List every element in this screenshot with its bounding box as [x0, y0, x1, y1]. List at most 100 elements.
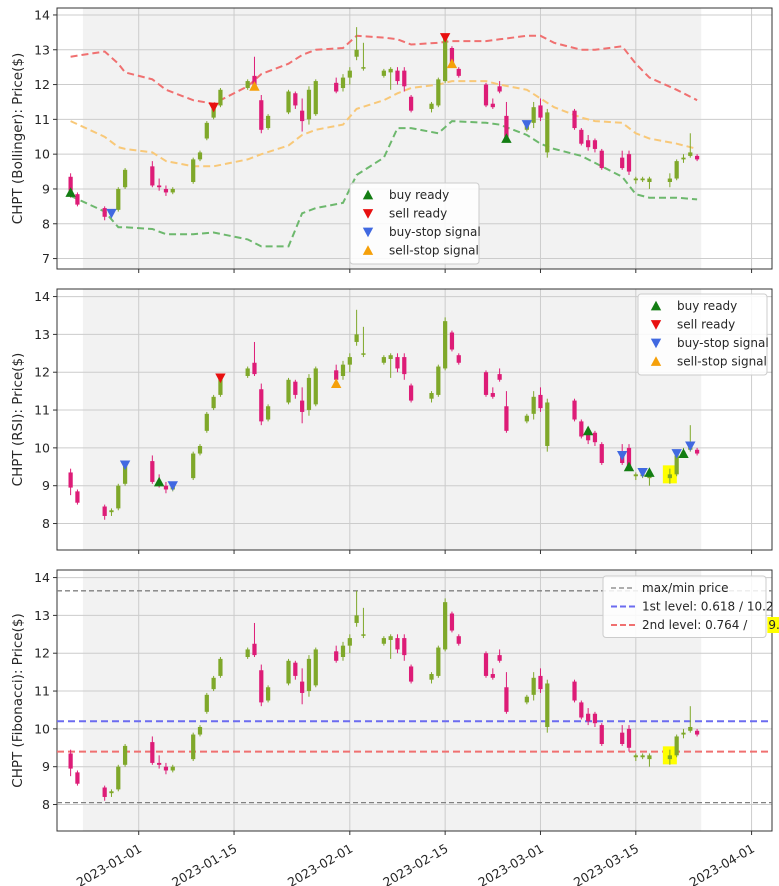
- x-tick-label: 2023-03-15: [571, 841, 641, 886]
- candle-body: [334, 651, 339, 661]
- candle-body: [429, 103, 434, 109]
- candle-body: [579, 129, 584, 144]
- candle-body: [592, 713, 598, 724]
- candle-body: [456, 355, 461, 363]
- candle-body: [626, 447, 632, 467]
- signal-marker-sell-stop: [446, 58, 458, 69]
- candle-body: [340, 645, 346, 657]
- candle-body: [545, 683, 550, 727]
- candle-body: [157, 185, 162, 188]
- legend-marker-buy-ready: [362, 189, 374, 200]
- candle-body: [545, 112, 550, 153]
- signal-marker-buy-ready: [678, 448, 689, 458]
- panel-3: 8 9 10 11 12 13 14 CHPT (Fibonacci): Price($) ma…: [10, 569, 779, 835]
- candle-body: [497, 655, 502, 661]
- candle-body: [592, 140, 598, 149]
- candle-body: [640, 755, 645, 758]
- panel-1: 7 8 9 10 11 12 13 14 CHPT (Bollinger): Price($) b…: [10, 7, 773, 273]
- legend-marker-sell-ready: [650, 320, 662, 330]
- candle-body: [579, 421, 584, 437]
- candle-body: [449, 332, 455, 350]
- candle-body: [395, 357, 400, 369]
- candle-body: [68, 472, 73, 488]
- legend-marker-buy-ready: [650, 300, 662, 311]
- candle-body: [688, 152, 693, 156]
- candle-body: [293, 93, 298, 106]
- signal-marker-buy-stop: [616, 451, 628, 461]
- signal-marker-buy-ready: [582, 425, 594, 436]
- signal-marker-sell-stop: [249, 81, 260, 91]
- candle-body: [163, 766, 169, 771]
- legend-box: [602, 575, 767, 638]
- candle-body: [443, 602, 448, 650]
- candle-body: [300, 400, 305, 412]
- signal-marker-buy-stop: [167, 481, 178, 491]
- signal-marker-buy-ready: [501, 133, 512, 143]
- candle-body: [620, 732, 625, 744]
- candle-body: [313, 649, 318, 686]
- signal-marker-buy-stop: [685, 441, 696, 452]
- candle-body: [191, 453, 196, 479]
- candle-body: [191, 734, 196, 760]
- bollinger-lower-line: [70, 120, 698, 248]
- candle-body: [443, 37, 448, 82]
- signal-marker-buy-ready: [623, 461, 635, 472]
- legend-highlight-value: 9.4: [768, 618, 779, 632]
- candle-body: [504, 406, 509, 431]
- candle-body: [408, 666, 414, 682]
- candle-body: [306, 377, 312, 411]
- candle-body: [436, 366, 441, 395]
- legend-label: buy ready: [677, 299, 737, 313]
- candle-body: [456, 68, 461, 76]
- candle-body: [667, 755, 672, 760]
- y-axis-label: CHPT (Bollinger): Price($): [10, 53, 26, 224]
- candle-body: [259, 670, 264, 703]
- candle-body: [531, 677, 536, 695]
- candle-body: [408, 385, 414, 401]
- legend-label: buy-stop signal: [389, 225, 481, 239]
- signal-marker-buy-ready: [153, 476, 165, 487]
- candle-body: [116, 485, 121, 509]
- legend-marker-sell-ready: [362, 209, 374, 219]
- y-tick-label: 13: [34, 608, 50, 623]
- candle-body: [197, 152, 203, 160]
- candle-body: [483, 653, 489, 676]
- candle-body: [300, 681, 305, 693]
- signal-marker-sell-ready: [215, 373, 226, 384]
- candle-body: [408, 96, 414, 111]
- candle-body: [150, 166, 155, 186]
- candle-body: [218, 658, 223, 676]
- candle-body: [694, 449, 700, 454]
- y-tick-label: 11: [34, 684, 50, 699]
- y-tick-label: 13: [34, 42, 50, 57]
- candle-body: [122, 745, 128, 765]
- candle-body: [579, 702, 584, 718]
- candle-body: [122, 464, 128, 484]
- x-tick-label: 2023-03-01: [476, 841, 546, 886]
- signal-marker-buy-ready: [644, 467, 655, 477]
- candle-body: [538, 105, 543, 118]
- candle-body: [524, 415, 529, 422]
- x-tick-label: 2023-02-15: [380, 841, 450, 886]
- candle-body: [334, 370, 339, 380]
- candle-body: [265, 687, 271, 701]
- candle-body: [204, 122, 209, 139]
- candle-body: [395, 638, 400, 650]
- candle-body: [504, 115, 509, 139]
- candle-body: [647, 178, 652, 182]
- candle-body: [204, 694, 209, 712]
- x-tick-label: 2023-01-01: [74, 841, 144, 886]
- candle-body: [157, 762, 162, 765]
- y-tick-label: 10: [34, 147, 50, 162]
- candle-body: [218, 377, 223, 395]
- y-tick-label: 8: [42, 797, 50, 812]
- x-tick-label: 2023-04-01: [687, 841, 757, 886]
- candle-body: [116, 188, 121, 210]
- y-tick-label: 12: [34, 77, 50, 92]
- candle-body: [293, 381, 298, 395]
- candle-body: [102, 787, 107, 797]
- legend-highlight-box: [767, 617, 779, 633]
- candle-body: [197, 445, 203, 454]
- signal-marker-buy-ready: [65, 187, 76, 197]
